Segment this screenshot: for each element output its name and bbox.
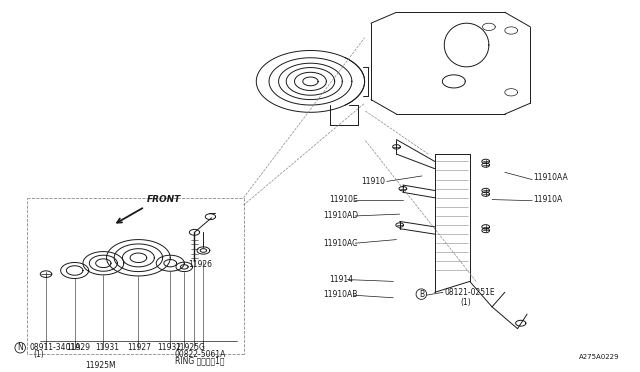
Text: RING リング（1）: RING リング（1）: [175, 356, 224, 365]
Text: 11910AC: 11910AC: [323, 239, 358, 248]
Text: 11910AA: 11910AA: [534, 173, 568, 182]
Text: 11910AD: 11910AD: [323, 211, 358, 221]
Text: 11927: 11927: [127, 343, 152, 352]
Text: 00822-5061A: 00822-5061A: [175, 350, 226, 359]
Text: 11931: 11931: [96, 343, 120, 352]
Text: 11910AB: 11910AB: [323, 290, 358, 299]
Text: 11914: 11914: [330, 275, 353, 284]
Text: (1): (1): [460, 298, 471, 307]
Text: (1): (1): [33, 350, 44, 359]
Text: 11926: 11926: [188, 260, 212, 269]
Text: 11925G: 11925G: [175, 343, 205, 352]
Text: 11910A: 11910A: [534, 195, 563, 204]
Text: 08911-3401A: 08911-3401A: [29, 343, 81, 352]
Text: 11910: 11910: [362, 177, 385, 186]
Text: A275A0229: A275A0229: [579, 354, 620, 360]
Text: 11910E: 11910E: [330, 195, 358, 204]
Text: 11932: 11932: [157, 343, 182, 352]
Text: 08121-0251E: 08121-0251E: [444, 288, 495, 297]
Text: B: B: [419, 290, 424, 299]
Text: FRONT: FRONT: [147, 195, 181, 204]
Text: 11929: 11929: [67, 343, 90, 352]
Text: N: N: [17, 343, 23, 352]
Text: 11925M: 11925M: [85, 361, 115, 370]
